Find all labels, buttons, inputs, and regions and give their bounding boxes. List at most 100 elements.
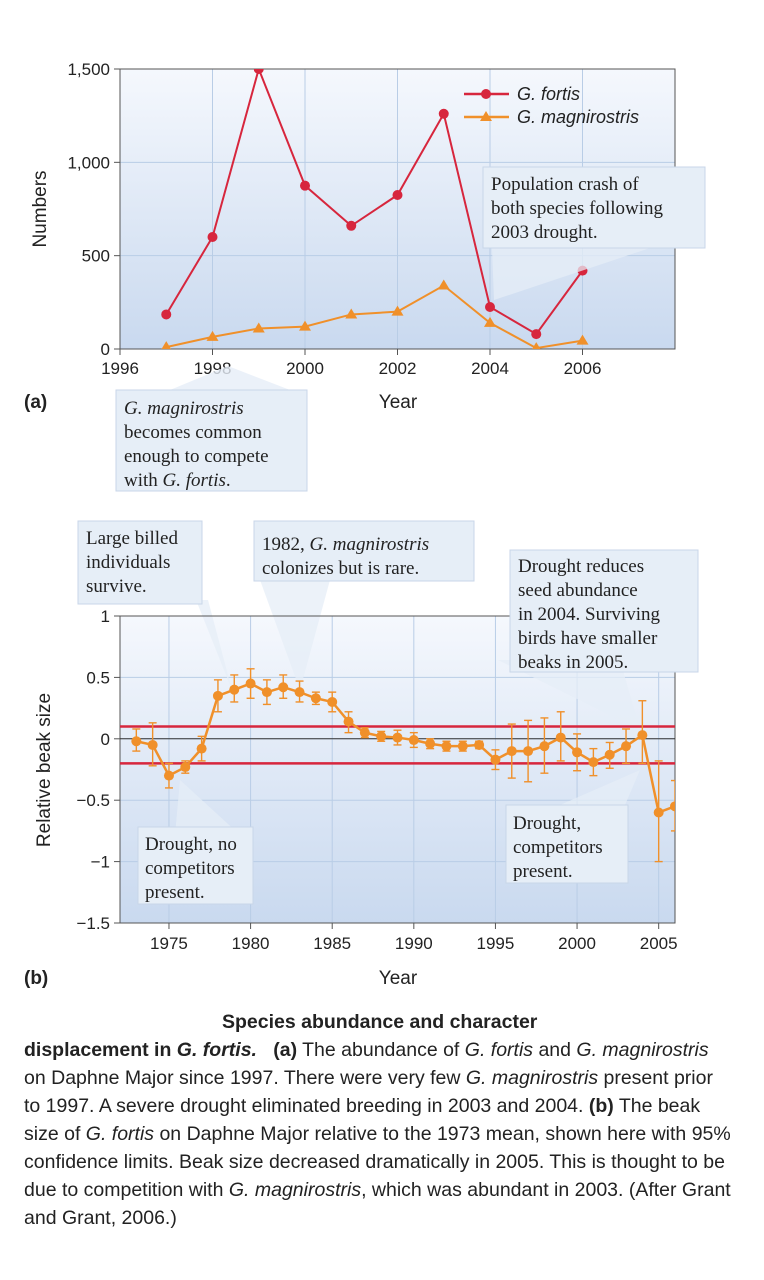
- beak-size-point: [523, 746, 534, 757]
- x-tick-label-a: 2002: [379, 359, 417, 378]
- panel-label-a: (a): [24, 392, 47, 413]
- pointer-colonize: [260, 580, 330, 690]
- callout-drought-no-competitors: Drought, no competitors present.: [137, 826, 254, 905]
- y-tick-label-b: −0.5: [76, 791, 110, 810]
- y-tick-label-a: 1,000: [67, 153, 110, 172]
- beak-size-point: [147, 739, 158, 750]
- beak-size-point: [441, 741, 452, 752]
- x-axis-label-b: Year: [379, 968, 418, 989]
- beak-size-point: [408, 735, 419, 746]
- x-tick-label-a: 1996: [101, 359, 139, 378]
- callout-text-span: with: [124, 470, 163, 491]
- series-line-fortis: [165, 69, 584, 336]
- data-point-fortis: [346, 220, 357, 231]
- callout-colonize-line-2: colonizes but is rare.: [262, 558, 419, 579]
- callout-common-text: G. magnirostris becomes common enough to c…: [124, 398, 269, 491]
- y-axis-label-b: Relative beak size: [34, 693, 55, 847]
- callout-no-line-3: present.: [145, 882, 205, 903]
- data-point-magnirostris: [437, 279, 450, 290]
- beak-size-point: [343, 716, 354, 727]
- y-tick-label-b: 1: [101, 607, 110, 626]
- callout-large-line-2: individuals: [86, 552, 170, 573]
- beak-size-point: [621, 741, 632, 752]
- beak-size-point: [196, 743, 207, 754]
- beak-size-point: [457, 741, 468, 752]
- x-tick-label-b: 2000: [558, 934, 596, 953]
- y-tick-label-b: 0.5: [86, 668, 110, 687]
- beak-size-point: [294, 687, 305, 698]
- callout-colonize: 1982, G. magnirostris colonizes but is ra…: [253, 520, 475, 582]
- beak-size-point: [278, 682, 289, 693]
- data-point-magnirostris: [161, 341, 171, 349]
- caption-b-sp1: G. fortis: [85, 1123, 155, 1145]
- beak-size-point: [588, 757, 599, 768]
- caption-b-label: (b): [588, 1095, 614, 1117]
- caption-b-sp2: G. magnirostris: [228, 1179, 362, 1201]
- data-point-magnirostris: [299, 320, 311, 331]
- data-point-magnirostris: [391, 305, 404, 316]
- data-point-fortis: [438, 108, 449, 119]
- data-point-magnirostris: [206, 330, 219, 341]
- callout-text-span: 1982,: [262, 534, 310, 555]
- y-tick-label-b: −1.5: [76, 914, 110, 933]
- caption-b-text-2: on Daphne Major relative to the 1973 mea…: [24, 1123, 731, 1201]
- pointer-drought-comp: [560, 770, 640, 805]
- beak-size-point: [653, 807, 664, 818]
- beak-size-point: [474, 739, 485, 750]
- callout-reduces-line-1: Drought reduces: [518, 556, 644, 577]
- beak-size-point: [425, 738, 436, 749]
- callout-text-span: G. magnirostris: [310, 534, 430, 555]
- data-point-magnirostris: [532, 342, 541, 349]
- x-tick-label-a: 2004: [471, 359, 509, 378]
- callout-population-crash: Population crash of both species followi…: [482, 166, 706, 300]
- callout-colonize-line-1: 1982, G. magnirostris: [262, 534, 429, 555]
- beak-size-point: [376, 731, 387, 742]
- caption-title-cont: displacement in: [24, 1039, 177, 1061]
- caption-a-text-4: present prior to 1997. A severe drought …: [24, 1067, 713, 1117]
- data-point-fortis: [207, 232, 218, 242]
- series-line-magnirostris: [166, 284, 583, 349]
- figure-caption: Species abundance and character displacem…: [24, 1008, 734, 1232]
- pointer-drought-no: [175, 780, 240, 835]
- y-tick-label-a: 1,500: [67, 60, 110, 79]
- reference-lines: [120, 725, 675, 765]
- caption-b-text-1: The beak size of: [24, 1095, 701, 1145]
- panel-label-b: (b): [24, 968, 48, 989]
- callout-no-line-2: competitors: [145, 858, 235, 879]
- callout-text-span: enough to compete: [124, 446, 269, 467]
- beak-size-point: [245, 678, 256, 689]
- data-point-magnirostris: [576, 334, 589, 345]
- callout-reduces-line-4: birds have smaller: [518, 628, 658, 649]
- legend-label-magnirostris: G. magnirostris: [517, 107, 639, 127]
- data-point-magnirostris: [252, 322, 265, 333]
- plot-border-b: [119, 615, 676, 924]
- callout-becomes-common: G. magnirostris becomes common enough to c…: [115, 366, 308, 492]
- callout-no-line-1: Drought, no: [145, 834, 237, 855]
- legend-label-fortis: G. fortis: [517, 84, 580, 104]
- x-tick-label-b: 1975: [150, 934, 188, 953]
- caption-a-label: (a): [273, 1039, 298, 1061]
- pointer-large-billed: [196, 600, 232, 690]
- data-point-fortis: [300, 180, 310, 191]
- data-point-magnirostris: [345, 308, 358, 319]
- x-tick-label-b: 1995: [477, 934, 515, 953]
- callout-common-line-3: enough to compete: [124, 446, 269, 467]
- caption-title-species: G. fortis.: [176, 1039, 257, 1061]
- y-tick-label-a: 500: [82, 247, 110, 266]
- caption-b-text-3: , which was abundant in 2003. (After Gra…: [24, 1179, 731, 1229]
- beak-size-point: [637, 730, 648, 741]
- callout-common-line-1: G. magnirostris: [124, 398, 244, 419]
- callout-text-span: G. fortis: [163, 470, 226, 491]
- callout-crash-line-3: 2003 drought.: [491, 222, 598, 243]
- series-a: [161, 69, 589, 349]
- beak-size-point: [490, 754, 501, 765]
- callout-drought-competitors: Drought, competitors present.: [505, 804, 629, 884]
- data-point-fortis: [253, 69, 264, 74]
- caption-a-text-1: The abundance of: [297, 1039, 465, 1061]
- callout-reduces-line-2: seed abundance: [518, 580, 638, 601]
- legend-a: G. fortis G. magnirostris: [464, 84, 639, 127]
- legend-marker-magnirostris: [480, 111, 492, 121]
